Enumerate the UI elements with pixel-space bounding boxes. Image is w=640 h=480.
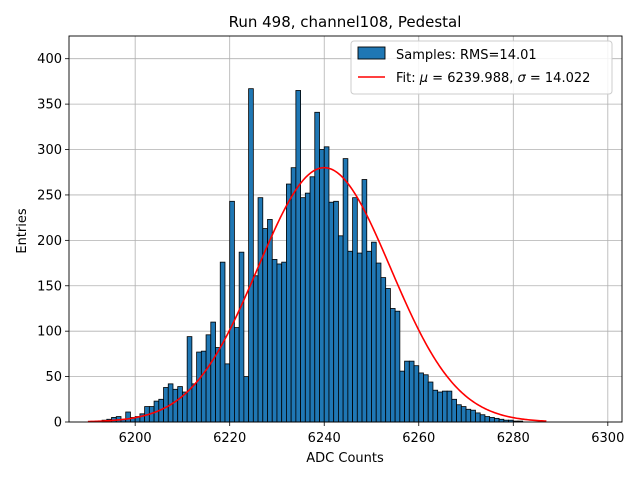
y-tick-label: 150 [37, 279, 62, 294]
x-tick-label: 6200 [119, 431, 152, 446]
histogram-bar [229, 200, 235, 423]
legend: Samples: RMS=14.01 Fit: μ = 6239.988, σ … [350, 40, 613, 95]
histogram-bar [375, 262, 382, 423]
histogram-bar [276, 263, 283, 423]
histogram-bar [234, 327, 240, 423]
histogram-bar [479, 414, 486, 423]
x-axis-label: ADC Counts [306, 451, 384, 466]
histogram-bar [451, 398, 457, 423]
histogram-bar [342, 158, 349, 423]
histogram-bar [371, 241, 377, 423]
plot-frame [68, 35, 623, 423]
histogram-bar [177, 386, 183, 423]
histogram-bar [172, 388, 179, 423]
histogram-bar [456, 404, 462, 423]
histogram-bar [215, 347, 221, 423]
legend-histogram-swatch [357, 46, 386, 60]
histogram-bar [200, 350, 207, 423]
histogram-bar [304, 192, 311, 423]
fit-curve [87, 166, 547, 423]
x-ticks: 6200 6220 6240 6260 6280 6300 [119, 422, 624, 446]
legend-histogram-label: Samples: RMS=14.01 [396, 48, 537, 63]
histogram-bar [290, 167, 297, 423]
histogram-bar [252, 275, 259, 423]
y-tick-label: 0 [54, 416, 62, 431]
histogram-bar [437, 391, 443, 423]
histogram-bar [210, 321, 216, 423]
histogram-bar [484, 416, 491, 423]
histogram-bar [295, 90, 301, 423]
histogram-bar [493, 417, 500, 423]
legend-fit-label: Fit: μ = 6239.988, σ = 14.022 [396, 71, 590, 86]
y-tick-label: 250 [37, 188, 62, 203]
histogram-bar [191, 383, 198, 423]
histogram-bar [366, 250, 372, 423]
x-tick-label: 6300 [591, 431, 624, 446]
histogram-bar [446, 390, 453, 423]
y-tick-label: 100 [37, 325, 62, 340]
histogram-bar [380, 277, 387, 423]
histogram-bar [248, 88, 254, 423]
legend-box [350, 40, 613, 95]
y-tick-label: 50 [45, 370, 62, 385]
histogram-bar [323, 146, 330, 423]
histogram-bar [470, 409, 476, 423]
histogram-bar [286, 183, 292, 423]
y-tick-label: 350 [37, 98, 62, 113]
histogram-bar [238, 251, 245, 423]
histogram-bar [267, 219, 273, 423]
histogram-bar [465, 408, 472, 423]
histogram-bar [347, 250, 353, 423]
histogram-bar [314, 111, 320, 423]
histogram-bar [300, 197, 306, 423]
histogram-bar [356, 252, 363, 423]
histogram-bar [281, 261, 287, 423]
histogram-bar [271, 259, 278, 423]
x-tick-label: 6240 [308, 431, 341, 446]
x-tick-label: 6220 [213, 431, 246, 446]
y-tick-label: 400 [37, 52, 62, 67]
histogram-bar [196, 351, 202, 423]
histogram-bar [309, 176, 316, 423]
histogram-bar [333, 200, 339, 423]
histogram-bar [399, 370, 405, 423]
histogram-bar [423, 374, 429, 423]
y-ticks: 0 50 100 150 200 250 300 350 400 [37, 52, 69, 431]
histogram-bar [475, 412, 481, 423]
histogram-bar [418, 372, 424, 423]
histogram-bar [460, 406, 467, 423]
histogram-bar [163, 387, 169, 423]
histogram-bar [352, 197, 358, 423]
y-tick-label: 300 [37, 143, 62, 158]
histogram-bar [408, 360, 415, 423]
histogram-bar [262, 228, 268, 423]
y-tick-label: 200 [37, 234, 62, 249]
histogram-bar [441, 390, 448, 423]
histogram-bar [186, 336, 193, 423]
x-tick-label: 6260 [402, 431, 435, 446]
histogram-bar [390, 308, 396, 423]
histogram-bar [385, 288, 391, 423]
chart-title: Run 498, channel108, Pedestal [229, 13, 462, 31]
histogram-bar [427, 381, 434, 423]
x-tick-label: 6280 [497, 431, 530, 446]
histogram-bar [243, 376, 250, 423]
histogram-bar [224, 363, 231, 423]
histogram-bar [125, 411, 131, 423]
histogram-bar [404, 360, 410, 423]
histogram-bar [432, 389, 439, 423]
histogram-bar [257, 197, 264, 423]
histogram-bar [338, 235, 344, 423]
histogram-bar [394, 310, 401, 423]
histogram-bar [413, 365, 420, 423]
histogram-bar [319, 149, 325, 423]
y-axis-label: Entries [15, 208, 30, 254]
histogram-bar [361, 179, 368, 423]
histogram-bar [328, 201, 335, 423]
histogram-bar [205, 334, 212, 423]
histogram-bar [489, 417, 495, 423]
